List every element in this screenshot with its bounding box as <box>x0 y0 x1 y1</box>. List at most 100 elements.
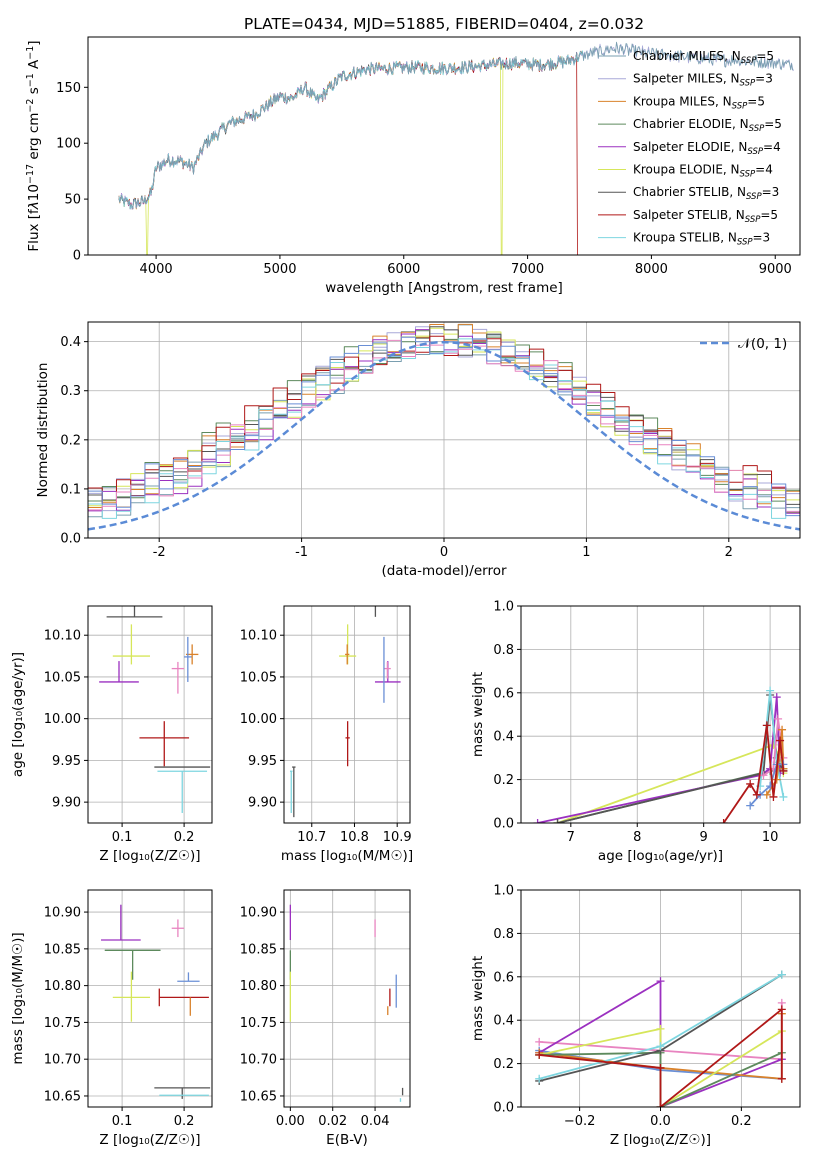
weight-marker <box>772 693 781 702</box>
y-tick-label: 10.75 <box>240 1016 277 1031</box>
axes-frame: 7 8 9 10 0.0 0.2 0.4 0.6 0.8 1.0 age [log₁₀(age/yr… <box>470 600 801 864</box>
legend-model-name: Salpeter ELODIE, N <box>633 140 747 154</box>
spectrum-line <box>118 52 583 255</box>
x-tick-label: 10.7 <box>297 830 326 845</box>
y-tick-label: 10.00 <box>240 712 277 727</box>
x-tick-label: 9 <box>700 830 708 845</box>
errorbar-point <box>171 919 185 938</box>
plot-area <box>99 606 211 813</box>
plot-area <box>88 323 800 531</box>
plot-area <box>289 904 404 1102</box>
legend-nssp-value: =3 <box>755 72 773 86</box>
y-axis-label: Flux [fλ10−17 erg cm−2 s−1 A−1] <box>25 40 42 251</box>
errorbar-point <box>177 972 200 982</box>
weight-marker <box>777 1005 786 1014</box>
y-axis-label: age [log₁₀(age/yr)] <box>10 652 26 777</box>
axes-border <box>520 605 801 824</box>
y-axis-label-part: −2 <box>25 99 36 113</box>
legend-model-name: Salpeter STELIB, N <box>633 208 745 222</box>
x-tick-label: 5000 <box>263 262 296 277</box>
x-tick-label: 8000 <box>635 262 668 277</box>
weight-marker <box>553 819 562 823</box>
x-tick-label: 10.8 <box>340 830 369 845</box>
x-tick-label: 9000 <box>759 262 792 277</box>
x-tick-label: -1 <box>295 545 308 560</box>
legend-nssp-value: =5 <box>747 94 765 108</box>
x-tick-label: 0 <box>440 545 448 560</box>
x-axis-label: mass [log₁₀(M/M☉)] <box>281 848 413 864</box>
mass-vs-ebv-panel: 0.00 0.02 0.04 10.65 10.70 10.75 10.80 10.85 10.… <box>240 889 411 1148</box>
errorbar-point <box>139 721 190 767</box>
y-tick-label: 0.4 <box>60 335 81 350</box>
figure-title: PLATE=0434, MJD=51885, FIBERID=0404, z=0… <box>244 15 644 33</box>
weight-marker <box>752 790 761 799</box>
x-tick-label: 7000 <box>511 262 544 277</box>
x-axis-label: Z [log₁₀(Z/Z☉)] <box>99 848 200 864</box>
y-tick-label: 0.0 <box>493 817 514 832</box>
spectrum-line <box>118 50 584 255</box>
grid <box>284 890 410 1107</box>
y-tick-label: 10.85 <box>240 942 277 957</box>
errorbar-point <box>101 904 141 941</box>
axes-border <box>87 889 213 1108</box>
axes-border <box>283 889 411 1108</box>
x-tick-label: 0.2 <box>174 830 195 845</box>
legend-subscript: SSP <box>749 124 765 134</box>
y-axis-label-part: −1 <box>25 73 36 87</box>
legend-subscript: SSP <box>741 56 757 66</box>
legend-subscript: SSP <box>740 79 756 89</box>
x-tick-label: 0.02 <box>318 1114 347 1129</box>
grid <box>284 606 410 823</box>
weight-marker <box>774 714 783 723</box>
weight-marker <box>777 1074 786 1083</box>
legend-entry: Salpeter MILES, NSSP=3 <box>633 72 773 89</box>
y-axis-label-part: Flux [f <box>26 208 42 252</box>
histogram-step <box>88 327 800 507</box>
histogram-step <box>88 336 800 517</box>
y-axis-label: mass [log₁₀(M/M☉)] <box>10 932 26 1064</box>
axes-border <box>283 605 411 824</box>
errorbar-point <box>292 766 296 818</box>
x-tick-label: 10.9 <box>383 830 412 845</box>
legend-nssp-value: =3 <box>753 231 771 245</box>
legend: 𝒩(0, 1) <box>700 336 787 352</box>
legend-model-name: Salpeter MILES, N <box>633 72 740 86</box>
normal-curve <box>88 340 800 531</box>
weight-marker <box>535 1037 544 1046</box>
y-tick-label: 10.65 <box>240 1089 277 1104</box>
y-tick-label: 50 <box>64 193 81 208</box>
y-tick-label: 10.85 <box>44 942 81 957</box>
errorbar-point <box>104 949 161 980</box>
y-axis-label: Normed distribution <box>35 363 51 498</box>
weight-marker <box>778 725 787 734</box>
x-tick-label: 7 <box>567 830 575 845</box>
spectrum-line <box>118 41 794 209</box>
errorbar-point <box>184 636 192 682</box>
y-tick-label: 10.70 <box>44 1053 81 1068</box>
weight-marker <box>656 1063 665 1072</box>
legend-entry: Kroupa STELIB, NSSP=3 <box>633 231 770 248</box>
weight-marker <box>719 819 728 823</box>
axes-frame: 0.1 0.2 9.90 9.95 10.00 10.05 10.10 Z [log₁₀(Z/… <box>10 605 213 864</box>
y-tick-label: 10.05 <box>240 670 277 685</box>
x-axis-label: Z [log₁₀(Z/Z☉)] <box>610 1132 711 1148</box>
y-tick-label: 10.05 <box>44 670 81 685</box>
x-tick-label: 6000 <box>387 262 420 277</box>
y-axis-label-part: −1 <box>25 46 36 60</box>
weight-marker <box>759 771 768 780</box>
legend-entry: Salpeter STELIB, NSSP=5 <box>633 208 778 225</box>
legend-subscript: SSP <box>740 170 756 180</box>
weight-marker <box>776 736 785 745</box>
plot-area <box>101 904 211 1099</box>
errorbar-point <box>112 971 150 1022</box>
y-tick-label: 0.2 <box>493 1057 514 1072</box>
legend-model-name: Kroupa MILES, N <box>633 94 732 108</box>
age-vs-mass-panel: 10.7 10.8 10.9 9.90 9.95 10.00 10.05 10.10 mass … <box>240 605 413 864</box>
y-tick-label: 1.0 <box>493 600 514 615</box>
y-tick-label: 10.00 <box>44 712 81 727</box>
errorbar-point <box>383 661 391 679</box>
axes-frame: −0.2 0.0 0.2 0.0 0.2 0.4 0.6 0.8 1.0 Z [log₁₀(Z/Z… <box>470 884 801 1148</box>
legend-entry: Chabrier MILES, NSSP=5 <box>633 49 774 66</box>
legend-subscript: SSP <box>745 215 761 225</box>
legend-entry: Chabrier ELODIE, NSSP=5 <box>633 117 782 134</box>
